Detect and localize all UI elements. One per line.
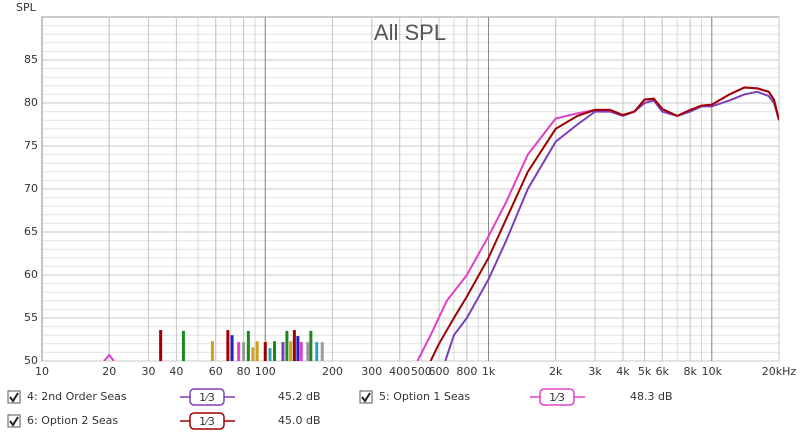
x-tick-label: 100 xyxy=(255,365,276,378)
marker-bar xyxy=(296,336,300,361)
marker-bar xyxy=(181,330,185,361)
y-tick-label: 75 xyxy=(24,139,38,152)
x-tick-label: 2k xyxy=(549,365,563,378)
x-tick-label: 300 xyxy=(361,365,382,378)
y-tick-label: 50 xyxy=(24,354,38,367)
x-tick-label: 1k xyxy=(482,365,496,378)
x-tick-label: 20kHz xyxy=(762,365,797,378)
checkmark xyxy=(9,416,19,427)
x-tick-label: 30 xyxy=(142,365,156,378)
marker-bar xyxy=(289,341,293,361)
marker-bar xyxy=(246,330,250,361)
smoothing-label: 1⁄3 xyxy=(199,391,215,404)
marker-bar xyxy=(306,342,310,361)
y-tick-label: 80 xyxy=(24,96,38,109)
legend-label: 4: 2nd Order Seas xyxy=(27,390,127,403)
x-tick-label: 6k xyxy=(656,365,670,378)
x-tick-label: 80 xyxy=(237,365,251,378)
y-tick-label: 65 xyxy=(24,225,38,238)
level-label: 45.0 dB xyxy=(278,414,321,427)
marker-bar xyxy=(309,330,313,361)
checkmark xyxy=(361,392,371,403)
level-label: 48.3 dB xyxy=(630,390,673,403)
smoothing-box[interactable] xyxy=(539,388,575,406)
legend-label: 6: Option 2 Seas xyxy=(27,414,118,427)
marker-bar xyxy=(299,342,303,361)
marker-bar xyxy=(237,342,241,361)
y-tick-label: 85 xyxy=(24,53,38,66)
marker-bar xyxy=(242,342,246,361)
y-axis-label: SPL xyxy=(16,1,37,14)
x-tick-label: 500 xyxy=(411,365,432,378)
chart-title: All SPL xyxy=(374,20,446,45)
y-tick-label: 70 xyxy=(24,182,38,195)
x-tick-label: 200 xyxy=(322,365,343,378)
marker-bar xyxy=(230,335,234,361)
smoothing-box[interactable] xyxy=(189,388,225,406)
marker-bar xyxy=(159,330,163,361)
smoothing-box[interactable] xyxy=(189,412,225,430)
marker-bar xyxy=(273,341,277,361)
x-tick-label: 400 xyxy=(389,365,410,378)
marker-bar xyxy=(285,330,289,361)
x-tick-label: 600 xyxy=(428,365,449,378)
x-tick-label: 10k xyxy=(702,365,723,378)
smoothing-label: 1⁄3 xyxy=(549,391,565,404)
x-tick-label: 4k xyxy=(616,365,630,378)
checkmark xyxy=(9,392,19,403)
marker-bar xyxy=(251,347,255,361)
marker-bar xyxy=(268,348,272,361)
marker-bar xyxy=(315,342,319,361)
y-tick-label: 55 xyxy=(24,311,38,324)
level-label: 45.2 dB xyxy=(278,390,321,403)
marker-bar xyxy=(292,330,296,361)
marker-bar xyxy=(281,342,285,361)
x-tick-label: 5k xyxy=(638,365,652,378)
x-tick-label: 40 xyxy=(169,365,183,378)
marker-bar xyxy=(255,341,259,361)
marker-bar xyxy=(263,342,267,361)
marker-bar xyxy=(210,341,214,361)
smoothing-label: 1⁄3 xyxy=(199,415,215,428)
x-tick-label: 800 xyxy=(456,365,477,378)
x-tick-label: 8k xyxy=(683,365,697,378)
x-tick-label: 20 xyxy=(102,365,116,378)
spl-curve xyxy=(429,86,779,361)
x-tick-label: 10 xyxy=(35,365,49,378)
legend-label: 5: Option 1 Seas xyxy=(379,390,470,403)
x-tick-label: 3k xyxy=(588,365,602,378)
spl-curve xyxy=(444,90,779,361)
x-tick-label: 60 xyxy=(209,365,223,378)
marker-bar xyxy=(226,330,230,361)
marker-bar xyxy=(320,342,324,361)
y-tick-label: 60 xyxy=(24,268,38,281)
